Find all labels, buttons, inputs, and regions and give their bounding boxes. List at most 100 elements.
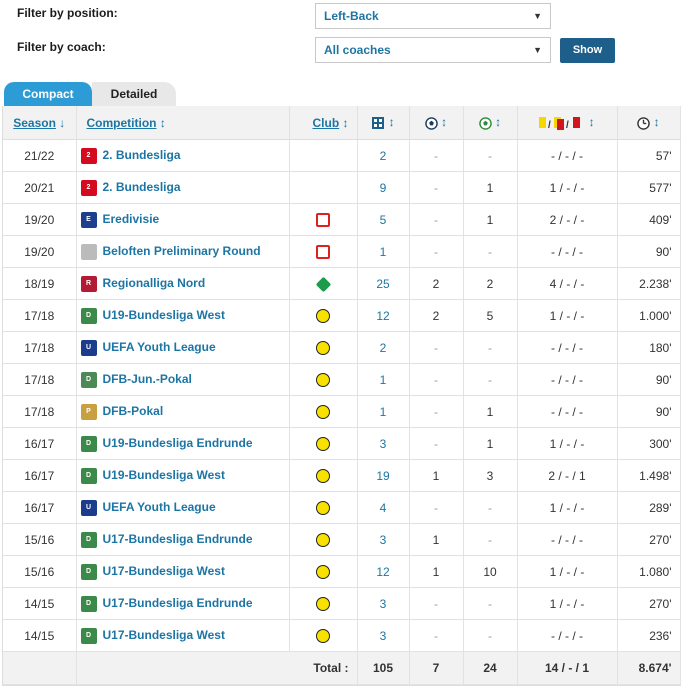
twente-club-icon[interactable] bbox=[316, 244, 330, 259]
competition-link[interactable]: DFB-Jun.-Pokal bbox=[102, 371, 192, 386]
bvb-club-icon[interactable] bbox=[316, 436, 330, 451]
apps-link[interactable]: 12 bbox=[376, 564, 390, 579]
dfb-junior-logo-icon[interactable]: D bbox=[80, 563, 97, 580]
werder-club-icon[interactable] bbox=[315, 276, 331, 293]
goals-cell: - bbox=[409, 139, 464, 172]
uefa-youth-logo-icon[interactable]: U bbox=[80, 339, 97, 356]
apps-link[interactable]: 1 bbox=[379, 244, 387, 259]
apps-link[interactable]: 19 bbox=[376, 468, 390, 483]
club-header-label: Club bbox=[312, 115, 340, 130]
bvb-club-icon[interactable] bbox=[316, 628, 330, 643]
bundesliga2-logo-icon[interactable]: 2 bbox=[80, 147, 97, 164]
minutes-header[interactable]: ↕ bbox=[617, 106, 681, 140]
competition-link[interactable]: U19-Bundesliga Endrunde bbox=[102, 435, 253, 450]
assists-cell: 1 bbox=[463, 395, 518, 428]
competition-link[interactable]: 2. Bundesliga bbox=[102, 179, 181, 194]
bvb-club-icon[interactable] bbox=[316, 564, 330, 579]
competition-link[interactable]: U19-Bundesliga West bbox=[102, 307, 225, 322]
sort-desc-icon: ↓ bbox=[59, 115, 66, 130]
cards-header[interactable]: / / ↕ bbox=[517, 106, 618, 140]
competition-link[interactable]: UEFA Youth League bbox=[102, 499, 216, 514]
bvb-club-icon[interactable] bbox=[316, 372, 330, 387]
total-apps: 105 bbox=[357, 651, 410, 685]
dfb-junior-logo-icon[interactable]: D bbox=[80, 435, 97, 452]
season-cell: 14/15 bbox=[3, 587, 77, 620]
competition-link[interactable]: U17-Bundesliga Endrunde bbox=[102, 531, 253, 546]
season-cell: 15/16 bbox=[3, 523, 77, 556]
season-header[interactable]: Season ↓ bbox=[3, 106, 77, 140]
competition-header[interactable]: Competition ↕ bbox=[76, 106, 290, 140]
competition-link[interactable]: U17-Bundesliga Endrunde bbox=[102, 595, 253, 610]
minutes-cell: 90' bbox=[617, 395, 681, 428]
apps-link[interactable]: 3 bbox=[379, 532, 387, 547]
competition-link[interactable]: U17-Bundesliga West bbox=[102, 563, 225, 578]
bvb-club-icon[interactable] bbox=[316, 532, 330, 547]
tab-compact[interactable]: Compact bbox=[4, 82, 92, 106]
competition-link[interactable]: Eredivisie bbox=[102, 211, 160, 226]
eredivisie-logo-icon[interactable]: E bbox=[80, 211, 97, 228]
table-row: 16/17 D U19-Bundesliga Endrunde 3 -1 1 / - / … bbox=[3, 427, 681, 460]
dfb-junior-logo-icon[interactable]: D bbox=[80, 307, 97, 324]
competition-link[interactable]: Beloften Preliminary Round bbox=[102, 243, 261, 258]
bvb-club-icon[interactable] bbox=[316, 596, 330, 611]
bvb-club-icon[interactable] bbox=[316, 308, 330, 323]
coach-select[interactable]: All coaches ▼ bbox=[315, 37, 551, 63]
dfb-jun-pokal-logo-icon[interactable]: D bbox=[80, 371, 97, 388]
apps-link[interactable]: 1 bbox=[379, 404, 387, 419]
competition-cell: D U17-Bundesliga West bbox=[76, 555, 290, 588]
twente-club-icon[interactable] bbox=[316, 212, 330, 227]
goals-header[interactable]: ↕ bbox=[409, 106, 464, 140]
cards-cell: 1 / - / - bbox=[517, 587, 618, 620]
bvb-club-icon[interactable] bbox=[316, 468, 330, 483]
competition-link[interactable]: Regionalliga Nord bbox=[102, 275, 206, 290]
regensburg-club-icon[interactable] bbox=[316, 149, 330, 163]
club-header[interactable]: Club ↕ bbox=[289, 106, 358, 140]
cards-cell: 1 / - / - bbox=[517, 299, 618, 332]
tab-detailed[interactable]: Detailed bbox=[92, 82, 176, 106]
apps-link[interactable]: 5 bbox=[379, 212, 387, 227]
regensburg-club-icon[interactable] bbox=[316, 181, 330, 195]
cards-cell: 2 / - / 1 bbox=[517, 459, 618, 492]
dfb-junior-logo-icon[interactable]: D bbox=[80, 595, 97, 612]
beloften-logo-icon[interactable] bbox=[80, 243, 97, 260]
apps-link[interactable]: 1 bbox=[379, 372, 387, 387]
appearances-header[interactable]: ↕ bbox=[357, 106, 410, 140]
club-cell bbox=[289, 395, 358, 428]
apps-link[interactable]: 3 bbox=[379, 628, 387, 643]
regionalliga-logo-icon[interactable]: R bbox=[80, 275, 97, 292]
competition-link[interactable]: U19-Bundesliga West bbox=[102, 467, 225, 482]
dfb-junior-logo-icon[interactable]: D bbox=[80, 467, 97, 484]
apps-link[interactable]: 2 bbox=[379, 340, 387, 355]
bvb-club-icon[interactable] bbox=[316, 340, 330, 355]
bvb-club-icon[interactable] bbox=[316, 404, 330, 419]
cards-cell: - / - / - bbox=[517, 139, 618, 172]
apps-link[interactable]: 9 bbox=[379, 180, 387, 195]
bvb-club-icon[interactable] bbox=[316, 500, 330, 515]
total-label: Total : bbox=[76, 651, 358, 685]
apps-link[interactable]: 4 bbox=[379, 500, 387, 515]
filters-panel: Filter by position: Left-Back ▼ Filter b… bbox=[0, 0, 681, 78]
competition-link[interactable]: UEFA Youth League bbox=[102, 339, 216, 354]
dfb-pokal-logo-icon[interactable]: P bbox=[80, 403, 97, 420]
apps-link[interactable]: 2 bbox=[379, 148, 387, 163]
apps-link[interactable]: 12 bbox=[376, 308, 390, 323]
competition-cell: E Eredivisie bbox=[76, 203, 290, 236]
competition-link[interactable]: 2. Bundesliga bbox=[102, 147, 181, 162]
total-minutes: 8.674' bbox=[617, 651, 681, 685]
apps-link[interactable]: 25 bbox=[376, 276, 390, 291]
dfb-junior-logo-icon[interactable]: D bbox=[80, 531, 97, 548]
apps-cell: 3 bbox=[357, 587, 410, 620]
dfb-junior-logo-icon[interactable]: D bbox=[80, 627, 97, 644]
sort-icon: ↕ bbox=[388, 115, 395, 130]
assists-header[interactable]: ↕ bbox=[463, 106, 518, 140]
club-cell bbox=[289, 203, 358, 236]
position-select[interactable]: Left-Back ▼ bbox=[315, 3, 551, 29]
bundesliga2-logo-icon[interactable]: 2 bbox=[80, 179, 97, 196]
competition-link[interactable]: U17-Bundesliga West bbox=[102, 627, 225, 642]
apps-link[interactable]: 3 bbox=[379, 436, 387, 451]
apps-link[interactable]: 3 bbox=[379, 596, 387, 611]
uefa-youth-logo-icon[interactable]: U bbox=[80, 499, 97, 516]
season-cell: 17/18 bbox=[3, 299, 77, 332]
competition-link[interactable]: DFB-Pokal bbox=[102, 403, 164, 418]
show-button[interactable]: Show bbox=[560, 38, 615, 63]
